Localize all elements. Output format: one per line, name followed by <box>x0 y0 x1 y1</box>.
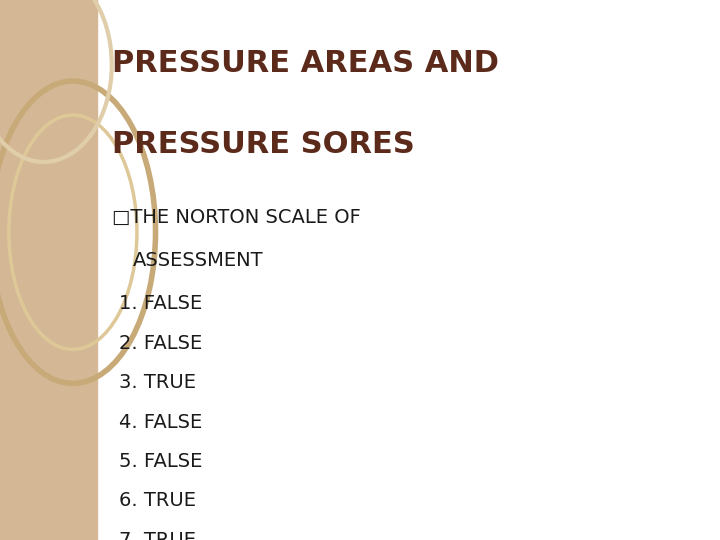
Text: □THE NORTON SCALE OF: □THE NORTON SCALE OF <box>112 208 361 227</box>
Text: 6. TRUE: 6. TRUE <box>119 491 196 510</box>
Text: ASSESSMENT: ASSESSMENT <box>133 251 264 270</box>
Text: PRESSURE SORES: PRESSURE SORES <box>112 130 414 159</box>
Text: 5. FALSE: 5. FALSE <box>119 452 202 471</box>
Text: 3. TRUE: 3. TRUE <box>119 373 196 392</box>
Text: 4. FALSE: 4. FALSE <box>119 413 202 431</box>
Text: PRESSURE AREAS AND: PRESSURE AREAS AND <box>112 49 498 78</box>
Text: 1. FALSE: 1. FALSE <box>119 294 202 313</box>
Bar <box>0 0 97 540</box>
Text: 2. FALSE: 2. FALSE <box>119 334 202 353</box>
Text: 7. TRUE: 7. TRUE <box>119 531 196 540</box>
